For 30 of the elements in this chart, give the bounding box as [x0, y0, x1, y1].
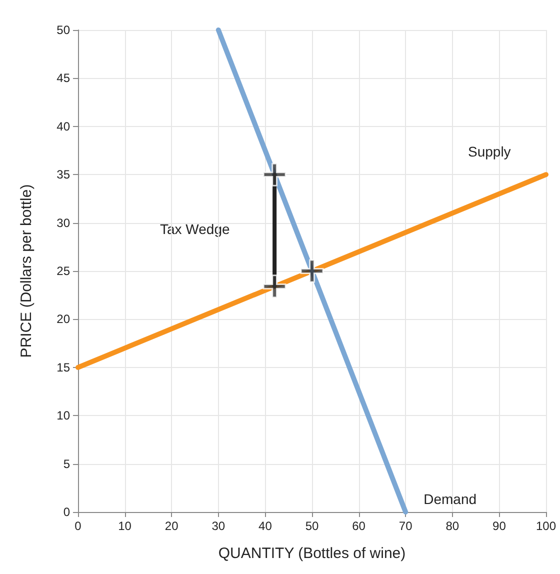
y-tick-label: 35 [56, 168, 70, 182]
y-tick-label: 5 [63, 456, 70, 471]
x-tick-label: 10 [118, 519, 132, 533]
x-tick-label: 50 [305, 519, 319, 533]
x-tick-label: 30 [212, 519, 226, 533]
x-tick-label: 60 [352, 519, 366, 533]
point [262, 162, 286, 186]
point [262, 274, 286, 298]
y-tick-label: 10 [56, 408, 70, 423]
y-tick-label: 15 [56, 360, 70, 374]
annotation: Tax Wedge [160, 221, 230, 237]
x-tick-label: 40 [258, 519, 272, 533]
series-label: Supply [468, 144, 511, 160]
y-tick-label: 25 [56, 264, 70, 278]
x-axis-title: QUANTITY (Bottles of wine) [218, 545, 406, 562]
x-tick-label: 0 [74, 519, 82, 533]
y-axis-title: PRICE (Dollars per bottle) [18, 184, 35, 358]
y-tick-label: 45 [56, 71, 70, 86]
x-tick-label: 90 [492, 519, 506, 533]
x-tick-label: 20 [164, 519, 179, 533]
x-tick-label: 70 [398, 519, 413, 533]
y-tick-label: 0 [63, 505, 70, 519]
y-tick-label: 50 [56, 23, 70, 37]
series-label: Demand [424, 491, 477, 507]
x-tick-label: 100 [536, 519, 556, 533]
point [300, 259, 324, 283]
y-tick-label: 30 [56, 216, 70, 230]
y-tick-label: 40 [56, 119, 70, 134]
x-tick-label: 80 [446, 519, 460, 533]
y-tick-label: 20 [56, 312, 70, 326]
